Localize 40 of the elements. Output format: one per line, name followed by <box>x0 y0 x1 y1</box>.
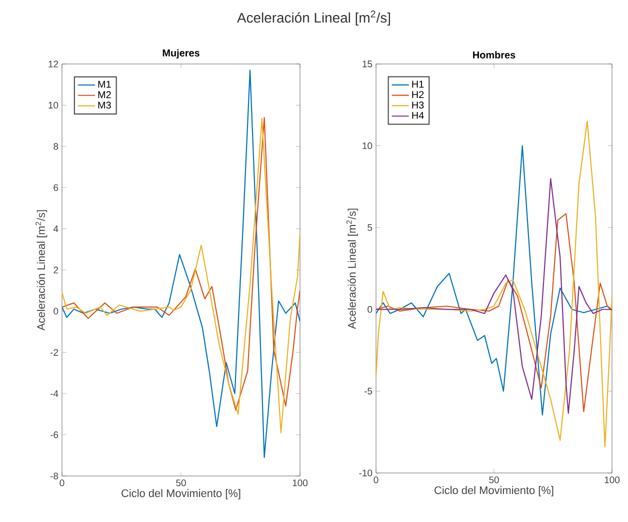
x-axis-title: Ciclo del Movimiento [%] <box>122 489 240 500</box>
x-tick-label: 0 <box>374 476 378 484</box>
x-tick-label: 0 <box>60 480 64 486</box>
y-tick-label: 0 <box>54 308 58 315</box>
y-tick-label: 6 <box>54 184 58 191</box>
y-tick-label: 4 <box>53 226 58 232</box>
y-tick-label: -6 <box>50 431 58 438</box>
line-series <box>62 70 300 458</box>
x-tick-label: 50 <box>489 476 499 484</box>
x-tick-label: 100 <box>604 476 620 484</box>
chart-title: Hombres <box>473 51 516 58</box>
legend-label: H4 <box>412 112 424 119</box>
line-series <box>376 213 612 412</box>
y-axis-title: Aceleración Lineal [m$^{2}$/s] <box>346 208 358 330</box>
y-tick-label: 2 <box>54 266 58 274</box>
legend-label: H1 <box>412 80 424 88</box>
legend-label: M1 <box>98 80 111 88</box>
y-tick-label: -2 <box>50 349 58 356</box>
y-tick-label: -4 <box>50 390 58 397</box>
y-tick-label: 12 <box>48 60 58 68</box>
y-tick-label: -8 <box>50 472 58 480</box>
legend-label: H2 <box>412 91 424 98</box>
chart-title: Mujeres <box>162 49 200 58</box>
x-axis-title: Ciclo del Movimiento [%] <box>434 486 554 496</box>
x-tick-label: 100 <box>292 480 308 486</box>
y-tick-label: 10 <box>362 142 372 150</box>
y-tick-label: 0 <box>368 306 372 313</box>
y-tick-label: -10 <box>359 470 372 476</box>
y-tick-label: 15 <box>362 60 372 68</box>
text: Aceleración Lineal [m$^{2}$/s] <box>237 10 390 26</box>
y-tick-label: 5 <box>368 224 372 231</box>
x-tick-label: 50 <box>176 480 186 486</box>
legend-label: M3 <box>98 102 111 109</box>
y-tick-label: 10 <box>48 102 58 109</box>
legend-label: M2 <box>98 91 111 98</box>
legend-label: H3 <box>412 102 424 109</box>
line-series <box>376 120 612 448</box>
y-tick-label: -5 <box>364 388 372 394</box>
y-axis-title: Aceleración Lineal [m$^{2}$/s] <box>36 210 48 331</box>
y-tick-label: 8 <box>54 143 58 150</box>
